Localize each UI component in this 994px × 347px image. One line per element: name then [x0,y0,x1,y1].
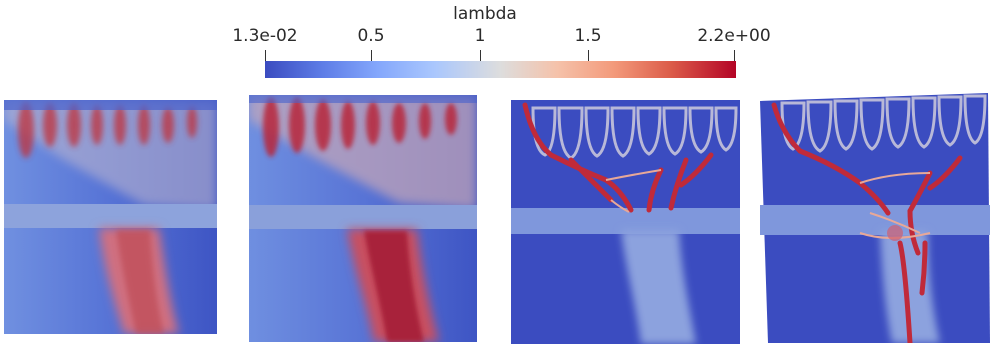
panel-4 [760,93,990,343]
colorbar-gradient [265,61,736,78]
colorbar-tick-mark-1 [480,50,481,64]
panel-2-field [249,95,477,342]
colorbar: lambda 1.3e-02 0.5 1 1.5 2.2e+00 [0,0,994,90]
panel-4-field [760,93,990,343]
panel-3-field [511,100,740,344]
panel-2 [249,95,477,342]
colorbar-tick-mark-0-5 [371,50,372,64]
colorbar-tick-mark-max [734,50,735,64]
colorbar-tick-label-max: 2.2e+00 [697,26,771,46]
colorbar-title: lambda [453,4,517,24]
colorbar-tick-label-1-5: 1.5 [574,26,602,46]
panel-3 [511,100,740,344]
panel-1 [4,100,217,334]
colorbar-tick-mark-1-5 [588,50,589,64]
panel-1-field [4,100,217,334]
colorbar-tick-mark-min [265,50,266,64]
colorbar-tick-label-0-5: 0.5 [357,26,385,46]
colorbar-tick-label-min: 1.3e-02 [232,26,298,46]
colorbar-tick-label-1: 1 [474,26,486,46]
